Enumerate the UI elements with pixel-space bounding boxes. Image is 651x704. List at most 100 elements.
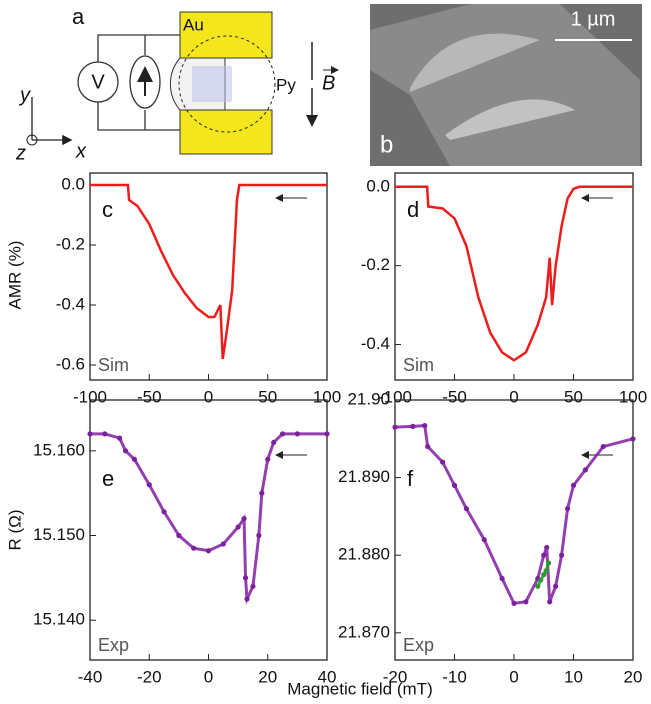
panel-label: a xyxy=(72,4,85,29)
scale-label: 1 µm xyxy=(571,8,616,30)
coord-axes xyxy=(32,97,70,140)
panel-label: b xyxy=(380,131,393,158)
y-tick-label: -0.2 xyxy=(56,234,85,253)
data-point xyxy=(544,568,549,573)
y-tick-label: 21.90 xyxy=(347,389,390,408)
data-point xyxy=(265,457,270,462)
data-point xyxy=(271,440,276,445)
panel-label: c xyxy=(102,197,113,222)
panel-b: 1 µm b xyxy=(370,4,642,166)
x-tick-label: -10 xyxy=(442,667,467,686)
x-tick-label: 20 xyxy=(624,667,643,686)
data-point xyxy=(221,541,226,546)
y-tick-label: 21.890 xyxy=(338,467,390,486)
panel-label: f xyxy=(407,466,414,491)
data-point xyxy=(440,459,445,464)
x-tick-label: 40 xyxy=(318,667,337,686)
data-point xyxy=(546,560,551,565)
data-point xyxy=(295,431,300,436)
data-point xyxy=(601,444,606,449)
y-tick-label: 0.0 xyxy=(366,176,390,195)
figure: a V Au Py B y z x 1 µm b AMR (%) R (Ω) M… xyxy=(0,0,651,704)
data-point xyxy=(147,482,152,487)
axis-y: y xyxy=(18,84,31,106)
y-tick-label: 21.870 xyxy=(338,622,390,641)
field-label: B xyxy=(322,72,335,94)
axis-z: z xyxy=(15,142,26,164)
annotation: Exp xyxy=(403,635,434,655)
data-point xyxy=(541,553,546,558)
x-tick-label: -20 xyxy=(137,667,162,686)
data-point xyxy=(565,506,570,511)
plot-frame xyxy=(395,173,633,380)
x-tick-label: -20 xyxy=(383,667,408,686)
data-point xyxy=(161,509,166,514)
y-tick-label: -0.2 xyxy=(361,255,390,274)
y-axis-label: R (Ω) xyxy=(5,509,24,550)
plot-frame xyxy=(90,400,327,660)
y-tick-label: -0.4 xyxy=(56,294,85,313)
data-point xyxy=(571,483,576,488)
data-point xyxy=(191,546,196,551)
meter-label: V xyxy=(91,71,105,93)
x-tick-label: 0 xyxy=(204,667,213,686)
x-tick-label: 0 xyxy=(509,387,518,406)
data-point xyxy=(464,506,469,511)
y-tick-label: -0.6 xyxy=(56,354,85,373)
x-tick-label: -50 xyxy=(442,387,467,406)
annotation: Sim xyxy=(403,355,434,375)
data-point xyxy=(102,431,107,436)
data-point xyxy=(583,467,588,472)
y-tick-label: 0.0 xyxy=(61,174,85,193)
data-point xyxy=(259,491,264,496)
data-point xyxy=(452,483,457,488)
data-point xyxy=(547,599,552,604)
y-tick-label: 15.140 xyxy=(33,610,85,629)
data-point xyxy=(206,548,211,553)
x-tick-label: 20 xyxy=(258,667,277,686)
x-tick-label: -40 xyxy=(78,667,103,686)
data-line xyxy=(90,185,327,359)
sample-label: Py xyxy=(276,75,296,94)
data-point xyxy=(176,533,181,538)
data-point xyxy=(410,424,415,429)
x-tick-label: 10 xyxy=(564,667,583,686)
x-tick-label: 0 xyxy=(204,387,213,406)
data-point xyxy=(244,596,249,601)
data-point xyxy=(559,553,564,558)
data-point xyxy=(511,601,516,606)
x-tick-label: 50 xyxy=(258,387,277,406)
connector xyxy=(395,426,633,604)
plot-frame xyxy=(395,400,633,660)
data-point xyxy=(535,584,540,589)
data-point xyxy=(538,577,543,582)
y-tick-label: -0.4 xyxy=(361,334,390,353)
panel-label: e xyxy=(102,466,114,491)
data-line xyxy=(395,187,633,360)
y-tick-label: 15.160 xyxy=(33,440,85,459)
data-point xyxy=(241,516,246,521)
data-point xyxy=(422,423,427,428)
data-point xyxy=(256,533,261,538)
au-pad xyxy=(180,110,272,154)
x-tick-label: 0 xyxy=(509,667,518,686)
panel-a: a V Au Py B y z x xyxy=(15,4,337,164)
data-point xyxy=(630,436,635,441)
data-point xyxy=(544,545,549,550)
data-point xyxy=(280,431,285,436)
data-point xyxy=(117,436,122,441)
x-tick-label: -50 xyxy=(137,387,162,406)
data-point xyxy=(482,537,487,542)
y-axis-label: AMR (%) xyxy=(5,241,24,310)
magnetization xyxy=(192,66,232,102)
axis-x: x xyxy=(75,140,87,162)
y-tick-label: 21.880 xyxy=(338,545,390,564)
annotation: Exp xyxy=(98,635,129,655)
data-point xyxy=(324,431,329,436)
data-point xyxy=(243,575,248,580)
annotation: Sim xyxy=(98,355,129,375)
contact-label: Au xyxy=(183,15,204,34)
data-point xyxy=(500,576,505,581)
data-point xyxy=(425,444,430,449)
y-tick-label: 15.150 xyxy=(33,525,85,544)
